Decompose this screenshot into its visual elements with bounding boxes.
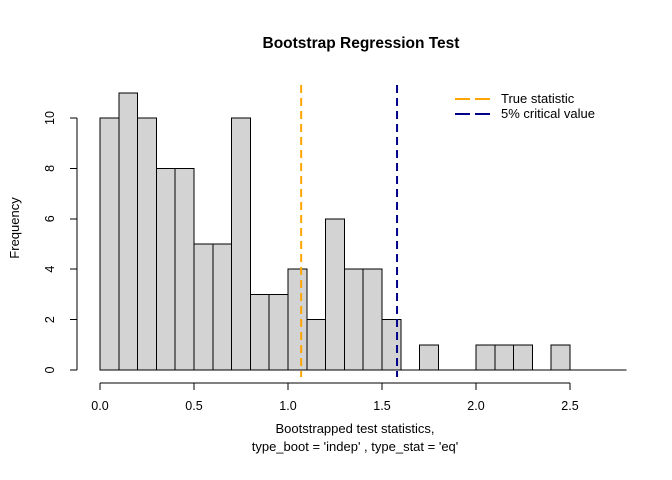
x-axis-label-line1: Bootstrapped test statistics, [276,421,435,436]
histogram-bar [287,268,308,371]
histogram-bar [513,344,533,371]
chart-title: Bootstrap Regression Test [263,35,460,52]
x-tick-label: 2.5 [561,399,578,413]
histogram-bar [155,167,176,371]
histogram-bar [325,218,345,371]
histogram-bar [268,293,289,371]
y-tick-label: 4 [43,266,57,273]
histogram-bar [419,344,439,371]
legend-label-true-statistic: True statistic [501,91,575,106]
y-tick-label: 0 [43,366,57,373]
histogram-bar [212,243,233,371]
y-tick-label: 8 [43,165,57,172]
histogram-bar [193,243,214,371]
histogram-bar [99,117,120,371]
histogram-bar [343,268,364,371]
histogram-bar [475,344,496,371]
histogram-bar [494,344,515,371]
x-tick-label: 0.5 [185,399,202,413]
x-tick-label: 1.0 [279,399,296,413]
histogram-bar [249,293,270,371]
histogram-bar [306,319,327,371]
y-tick-label: 10 [43,111,57,125]
y-tick-label: 6 [43,215,57,222]
x-tick-label: 2.0 [467,399,484,413]
histogram-bar [550,344,571,371]
x-axis-label-line2: type_boot = 'indep' , type_stat = 'eq' [252,439,459,454]
y-axis-label: Frequency [7,197,22,259]
histogram-bar [231,117,251,371]
y-tick-label: 2 [43,316,57,323]
legend-label-critical-value: 5% critical value [501,106,595,121]
histogram-bar [137,117,157,371]
histogram-bar [174,167,195,371]
x-tick-label: 0.0 [91,399,108,413]
histogram-bar [362,268,383,371]
x-tick-label: 1.5 [373,399,390,413]
histogram-bar [118,92,139,371]
